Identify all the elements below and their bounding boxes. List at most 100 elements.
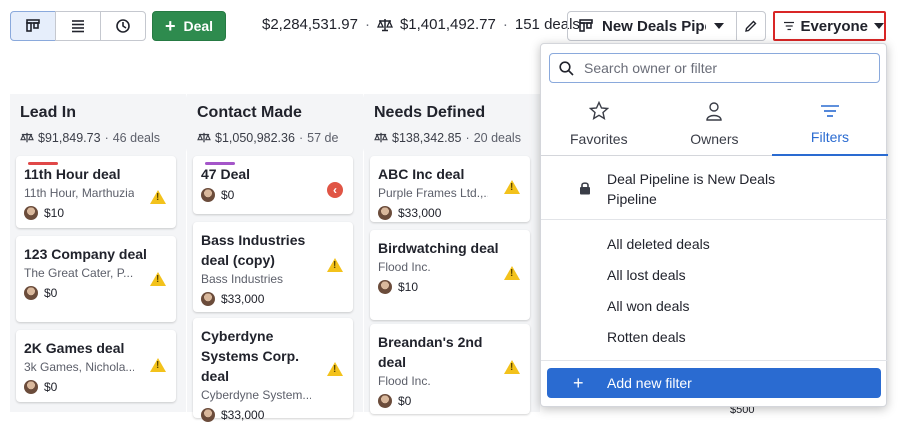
locked-filter-row: Deal Pipeline is New Deals Pipeline: [541, 156, 888, 220]
weighted-value: $1,401,492.77: [399, 16, 496, 33]
deal-subtitle: The Great Cater, P...: [24, 266, 134, 280]
avatar: [378, 280, 392, 294]
stage-summary: $138,342.85 · 20 deals: [374, 131, 530, 145]
list-view-button[interactable]: [55, 11, 101, 41]
deal-value: $0: [398, 394, 412, 408]
deal-card[interactable]: 11th Hour deal 11th Hour, Marthuzia $10: [16, 156, 176, 228]
chevron-down-icon: [874, 23, 884, 29]
add-new-filter-button[interactable]: + Add new filter: [547, 368, 881, 398]
deal-value: $0: [44, 380, 58, 394]
kanban-board: Lead In $91,849.73 · 46 deals 11th Hour …: [0, 94, 900, 422]
stage-name: Needs Defined: [374, 104, 486, 121]
pipeline-view-button[interactable]: [10, 11, 56, 41]
stage-summary: $91,849.73 · 46 deals: [20, 131, 176, 145]
avatar: [378, 394, 392, 408]
deal-card[interactable]: 123 Company deal The Great Cater, P... $…: [16, 236, 176, 322]
deal-card[interactable]: Bass Industries deal (copy) Bass Industr…: [193, 222, 353, 312]
avatar: [378, 206, 392, 220]
pipeline-stats: $2,284,531.97 · $1,401,492.77 · 151 deal…: [262, 16, 580, 33]
search-input[interactable]: [584, 60, 854, 76]
deal-card[interactable]: Breandan's 2nd deal Flood Inc. $0: [370, 324, 530, 414]
stage-summary: $1,050,982.36 · 57 de: [197, 131, 353, 145]
kanban-icon: [579, 19, 593, 32]
filter-icon: [784, 21, 795, 31]
locked-filter-label: Deal Pipeline is New Deals Pipeline: [607, 171, 776, 207]
owner-filter-label: Everyone: [800, 17, 868, 35]
plus-icon: +: [164, 16, 176, 36]
deal-subtitle: Flood Inc.: [378, 260, 431, 274]
avatar: [201, 188, 215, 202]
tab-filters[interactable]: Filters: [772, 94, 888, 156]
warning-icon: [327, 362, 343, 376]
scale-icon: [376, 18, 393, 31]
deal-value: $0: [221, 188, 235, 202]
stage-header: Lead In $91,849.73 · 46 deals: [10, 94, 194, 152]
search-field[interactable]: [549, 53, 880, 83]
tab-favorites[interactable]: Favorites: [541, 94, 657, 156]
stage-count: 46 deals: [112, 131, 160, 145]
forecast-view-button[interactable]: [100, 11, 146, 41]
deal-title: 2K Games deal: [24, 340, 125, 356]
deal-value: $33,000: [221, 408, 265, 422]
stage-name: Contact Made: [197, 104, 302, 121]
deal-subtitle: Cyberdyne System...: [201, 388, 311, 402]
list-icon: [72, 20, 84, 33]
total-value: $2,284,531.97: [262, 16, 358, 33]
tab-label: Owners: [690, 131, 739, 147]
deal-value: $33,000: [221, 292, 265, 306]
avatar: [24, 286, 38, 300]
deal-count: 151 deals: [514, 16, 580, 33]
divider: [541, 360, 888, 361]
plus-icon: +: [573, 372, 584, 393]
stage-header: Needs Defined $138,342.85 · 20 deals: [364, 94, 548, 152]
label-bar: [205, 162, 235, 165]
add-new-filter-label: Add new filter: [607, 375, 692, 391]
pencil-icon: [745, 20, 757, 32]
deal-title: ABC Inc deal: [378, 166, 465, 182]
add-deal-label: Deal: [183, 18, 214, 34]
deal-subtitle: Bass Industries: [201, 272, 284, 286]
deal-card[interactable]: 47 Deal $0 ‹: [193, 156, 353, 214]
edit-pipeline-button[interactable]: [736, 11, 766, 41]
pipeline-select[interactable]: New Deals Pipeline: [567, 11, 737, 41]
filter-item[interactable]: Rotten deals: [607, 329, 686, 345]
add-deal-button[interactable]: + Deal: [152, 11, 226, 41]
avatar: [24, 380, 38, 394]
warning-icon: [504, 360, 520, 374]
deal-card[interactable]: Birdwatching deal Flood Inc. $10: [370, 230, 530, 320]
filter-item[interactable]: All won deals: [607, 298, 690, 314]
filter-item[interactable]: All lost deals: [607, 267, 686, 283]
warning-icon: [150, 272, 166, 286]
deal-value: $10: [44, 206, 65, 220]
deal-card[interactable]: ABC Inc deal Purple Frames Ltd.,... $33,…: [370, 156, 530, 222]
deal-card[interactable]: 2K Games deal 3k Games, Nichola... $0: [16, 330, 176, 402]
separator-dot: ·: [364, 16, 370, 33]
scale-icon: [197, 132, 211, 143]
deal-title: 11th Hour deal: [24, 166, 121, 182]
deal-subtitle: Flood Inc.: [378, 374, 431, 388]
stage-sum: $138,342.85: [392, 131, 462, 145]
owner-filter-dropdown: Favorites Owners Filters Deal Pipeline i…: [540, 43, 888, 407]
stage-column: Lead In $91,849.73 · 46 deals 11th Hour …: [10, 94, 194, 412]
deal-title: Cyberdyne Systems Corp. deal: [201, 328, 300, 384]
deal-title: Bass Industries deal (copy): [201, 232, 306, 268]
person-icon: [706, 102, 723, 121]
warning-icon: [504, 266, 520, 280]
deal-card[interactable]: Cyberdyne Systems Corp. deal Cyberdyne S…: [193, 318, 353, 422]
stage-header: Contact Made $1,050,982.36 · 57 de: [187, 94, 371, 152]
stage-sum: $1,050,982.36: [215, 131, 295, 145]
avatar: [201, 408, 215, 422]
filter-item[interactable]: All deleted deals: [607, 236, 710, 252]
deal-subtitle: 11th Hour, Marthuzia: [24, 186, 134, 200]
warning-icon: [327, 258, 343, 272]
deal-title: 47 Deal: [201, 166, 251, 182]
pipeline-select-label: New Deals Pipeline: [602, 17, 706, 35]
search-icon: [559, 60, 574, 76]
owner-filter-button[interactable]: Everyone: [773, 11, 886, 41]
stage-column: Contact Made $1,050,982.36 · 57 de 47 De…: [187, 94, 371, 422]
scale-icon: [374, 132, 388, 143]
tab-owners[interactable]: Owners: [657, 94, 773, 156]
deal-title: Breandan's 2nd deal: [378, 334, 483, 370]
dropdown-tabs: Favorites Owners Filters: [541, 94, 888, 156]
star-icon: [588, 101, 609, 120]
